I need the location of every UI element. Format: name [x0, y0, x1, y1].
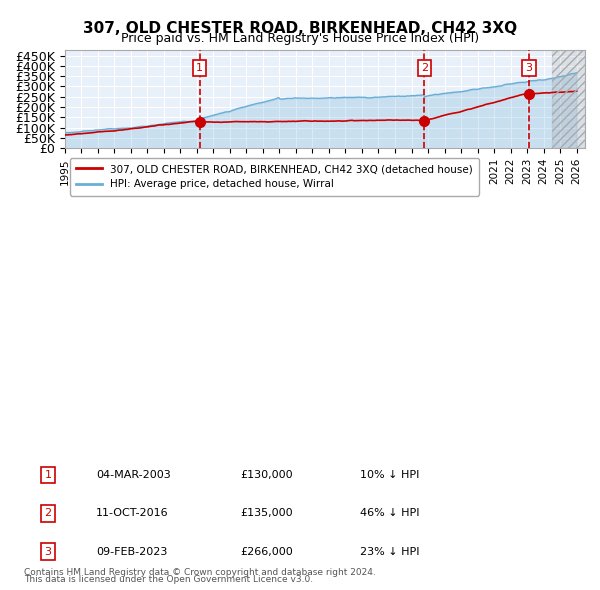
Text: 10% ↓ HPI: 10% ↓ HPI	[360, 470, 419, 480]
Text: 11-OCT-2016: 11-OCT-2016	[96, 509, 169, 518]
Text: 46% ↓ HPI: 46% ↓ HPI	[360, 509, 419, 518]
Text: 3: 3	[44, 547, 52, 556]
Bar	[552, 50, 585, 148]
Legend: 307, OLD CHESTER ROAD, BIRKENHEAD, CH42 3XQ (detached house), HPI: Average price: 307, OLD CHESTER ROAD, BIRKENHEAD, CH42 …	[70, 158, 479, 195]
Text: 307, OLD CHESTER ROAD, BIRKENHEAD, CH42 3XQ: 307, OLD CHESTER ROAD, BIRKENHEAD, CH42 …	[83, 21, 517, 35]
Text: 04-MAR-2003: 04-MAR-2003	[96, 470, 171, 480]
Text: Contains HM Land Registry data © Crown copyright and database right 2024.: Contains HM Land Registry data © Crown c…	[24, 568, 376, 577]
Text: £130,000: £130,000	[240, 470, 293, 480]
Text: 09-FEB-2023: 09-FEB-2023	[96, 547, 167, 556]
Text: £266,000: £266,000	[240, 547, 293, 556]
Text: This data is licensed under the Open Government Licence v3.0.: This data is licensed under the Open Gov…	[24, 575, 313, 584]
Text: 3: 3	[526, 63, 533, 73]
Text: 2: 2	[44, 509, 52, 518]
Text: £135,000: £135,000	[240, 509, 293, 518]
Text: 1: 1	[196, 63, 203, 73]
Text: Price paid vs. HM Land Registry's House Price Index (HPI): Price paid vs. HM Land Registry's House …	[121, 32, 479, 45]
Text: 2: 2	[421, 63, 428, 73]
Text: 23% ↓ HPI: 23% ↓ HPI	[360, 547, 419, 556]
Bar	[552, 50, 585, 148]
Text: 1: 1	[44, 470, 52, 480]
